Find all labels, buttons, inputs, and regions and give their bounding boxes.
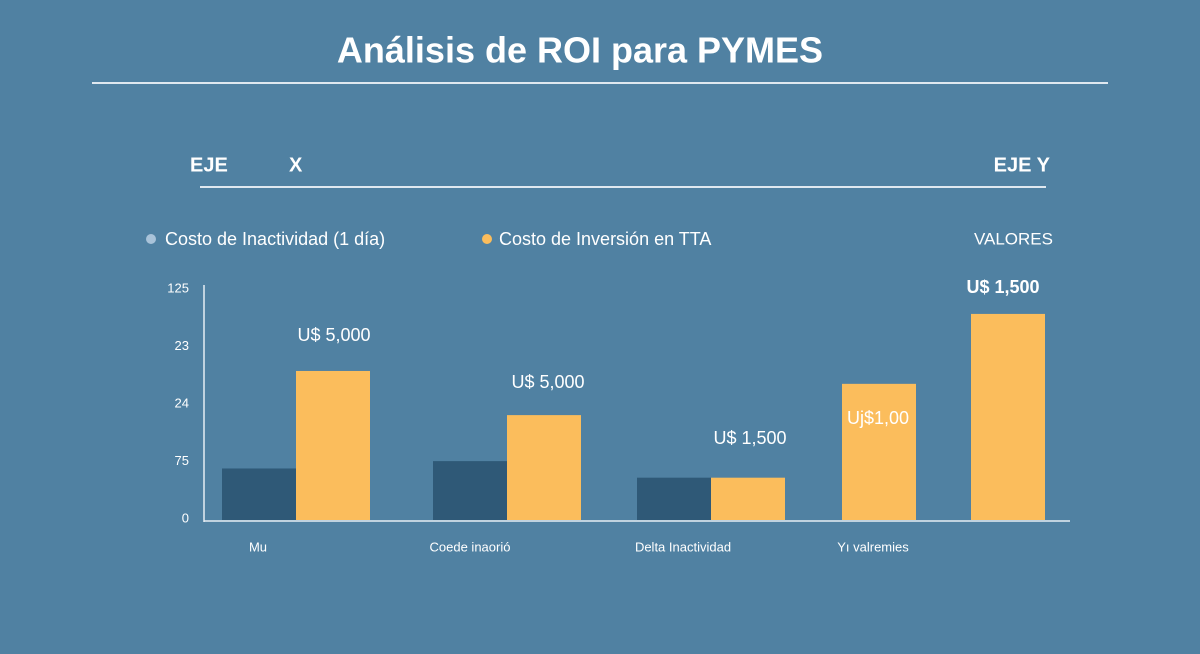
bar [433, 461, 507, 520]
bar [637, 477, 711, 520]
x-tick-label: Yı valremies [837, 539, 909, 554]
annotation: U$ 5,000 [511, 372, 584, 392]
y-label: VALORES [974, 229, 1053, 248]
y-tick-label: 125 [167, 280, 189, 295]
legend-marker [146, 234, 156, 244]
x-tick-label: Mu [249, 539, 267, 554]
y-tick-label: 0 [182, 510, 189, 525]
annotation: U$ 1,500 [966, 277, 1039, 297]
x-tick-label: Delta Inactividad [635, 539, 731, 554]
x-tick-label: Coede inaorió [430, 539, 511, 554]
bar [222, 468, 296, 520]
legend-label: Costo de Inversión en TTA [499, 229, 711, 249]
y-tick-label: 75 [175, 453, 189, 468]
bar [711, 477, 785, 520]
chart-title: Análisis de ROI para PYMES [337, 30, 823, 71]
annotation: Uj$1,00 [847, 408, 909, 428]
bar [296, 370, 370, 520]
y-tick-label: 23 [175, 338, 189, 353]
bar [842, 383, 916, 520]
bar [507, 415, 581, 520]
bar [971, 313, 1045, 520]
header-left: EJE [190, 154, 228, 176]
y-tick-label: 24 [175, 395, 189, 410]
legend-marker [482, 234, 492, 244]
header-right: EJE Y [994, 154, 1051, 176]
annotation: U$ 1,500 [713, 428, 786, 448]
legend-label: Costo de Inactividad (1 día) [165, 229, 385, 249]
annotation: U$ 5,000 [297, 325, 370, 345]
header-left: X [289, 154, 303, 176]
